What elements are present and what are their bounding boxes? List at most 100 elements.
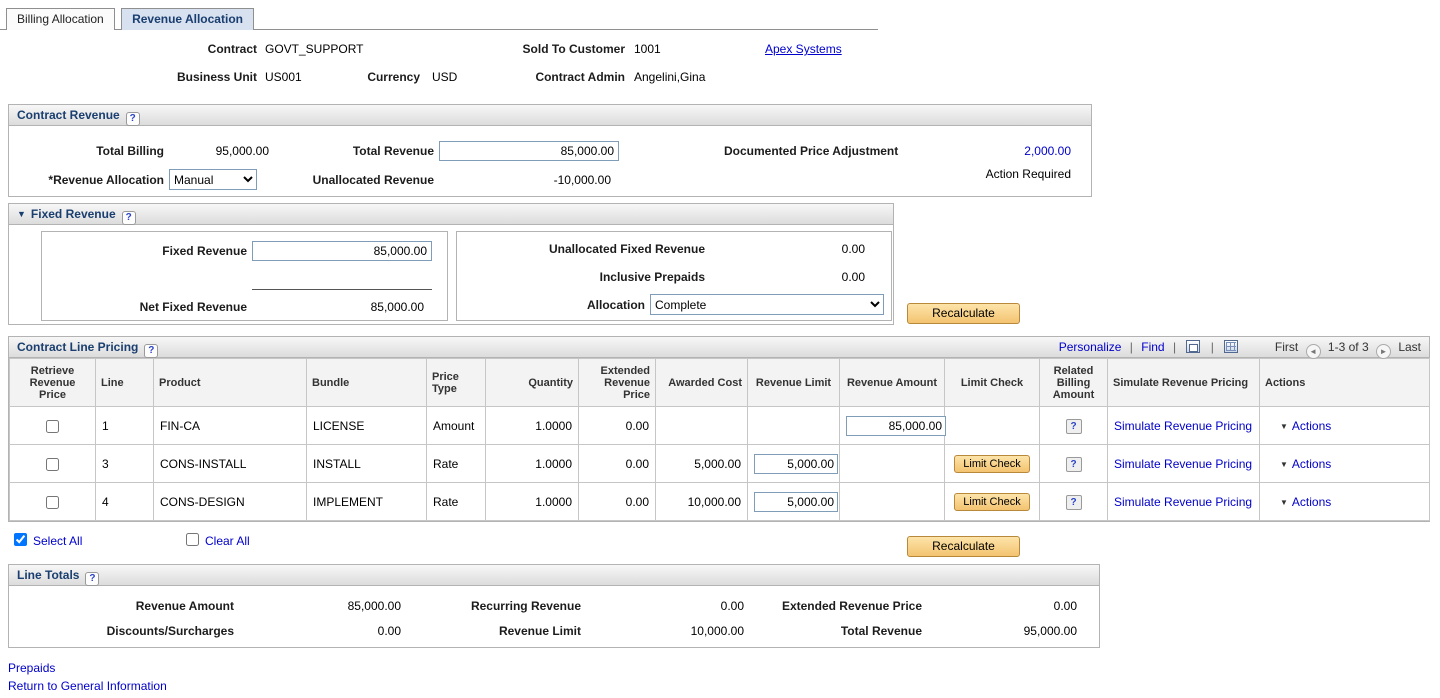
inclusive-prepaids-label: Inclusive Prepaids (599, 270, 705, 284)
cell-awarded-cost (655, 406, 748, 445)
select-all-checkbox[interactable] (14, 533, 27, 546)
actions-link[interactable]: Actions (1291, 418, 1332, 433)
col-header-related-billing-amount: Related Billing Amount (1039, 358, 1108, 407)
limit-check-button[interactable]: Limit Check (954, 454, 1030, 473)
sum-divider (252, 289, 432, 290)
fixed-revenue-input[interactable] (252, 241, 432, 261)
cell-extended-revenue-price: 0.00 (578, 406, 656, 445)
simulate-revenue-pricing-link[interactable]: Simulate Revenue Pricing (1114, 456, 1253, 471)
cell-bundle: LICENSE (306, 406, 427, 445)
lt-discounts-value: 0.00 (377, 624, 401, 638)
grid-toolbar: Personalize | Find | | First ◄ 1-3 of 3 … (1058, 337, 1421, 359)
row-select-checkbox[interactable] (46, 419, 59, 433)
tab-billing-allocation[interactable]: Billing Allocation (6, 8, 115, 30)
clear-all-checkbox[interactable] (186, 533, 199, 546)
allocation-select[interactable]: Complete (650, 294, 884, 315)
col-header-price-type: Price Type (426, 358, 486, 407)
cell-revenue-amount (839, 482, 945, 521)
previous-page-icon[interactable]: ◄ (1305, 344, 1321, 359)
find-link[interactable]: Find (1141, 340, 1165, 354)
table-row: 3 CONS-INSTALL INSTALL Rate 1.0000 0.00 … (9, 444, 1430, 483)
clear-all-link[interactable]: Clear All (205, 534, 250, 548)
line-pricing-table: Retrieve Revenue Price Line Product Bund… (9, 358, 1430, 521)
simulate-revenue-pricing-link[interactable]: Simulate Revenue Pricing (1114, 418, 1253, 433)
help-icon[interactable]: ? (125, 112, 140, 126)
sold-to-customer-value: 1001 (634, 42, 661, 56)
cell-price-type: Rate (426, 444, 486, 483)
help-icon[interactable]: ? (85, 572, 100, 586)
lt-extended-revenue-price-label: Extended Revenue Price (781, 599, 922, 613)
cell-line: 3 (95, 444, 154, 483)
toolbar-separator: | (1172, 340, 1177, 354)
revenue-amount-input[interactable] (846, 415, 946, 436)
total-revenue-input[interactable] (439, 141, 619, 161)
personalize-link[interactable]: Personalize (1058, 340, 1122, 354)
unallocated-box: Unallocated Fixed Revenue 0.00 Inclusive… (456, 231, 892, 321)
related-billing-amount-icon[interactable]: ? (1065, 494, 1082, 510)
actions-link[interactable]: Actions (1291, 494, 1332, 509)
customer-name-link[interactable]: Apex Systems (765, 42, 842, 56)
tab-revenue-allocation[interactable]: Revenue Allocation (121, 8, 254, 30)
cell-revenue-amount (839, 444, 945, 483)
total-billing-label: Total Billing (96, 144, 164, 158)
pager-last-label[interactable]: Last (1398, 340, 1421, 354)
cell-extended-revenue-price: 0.00 (578, 482, 656, 521)
prepaids-link[interactable]: Prepaids (8, 661, 56, 675)
simulate-revenue-pricing-link[interactable]: Simulate Revenue Pricing (1114, 494, 1253, 509)
next-page-icon[interactable]: ► (1375, 344, 1391, 359)
lt-recurring-revenue-label: Recurring Revenue (470, 599, 581, 613)
return-to-general-information-link[interactable]: Return to General Information (8, 679, 167, 693)
col-header-retrieve-revenue-price: Retrieve Revenue Price (9, 358, 96, 407)
recalculate-button-fixed[interactable]: Recalculate (907, 303, 1020, 324)
unallocated-revenue-value: -10,000.00 (553, 173, 611, 187)
currency-label: Currency (367, 70, 420, 84)
row-select-checkbox[interactable] (46, 457, 59, 471)
total-billing-value: 95,000.00 (215, 144, 269, 158)
view-all-popup-icon[interactable] (1186, 340, 1201, 353)
lt-extended-revenue-price-value: 0.00 (1053, 599, 1077, 613)
contract-revenue-title: Contract Revenue (17, 108, 120, 122)
help-icon[interactable]: ? (121, 211, 136, 225)
contract-revenue-header: Contract Revenue? (9, 105, 1091, 126)
pager-first-label[interactable]: First (1274, 340, 1299, 354)
line-totals-title: Line Totals (17, 568, 80, 582)
row-select-checkbox[interactable] (46, 495, 59, 509)
sold-to-customer-label: Sold To Customer (522, 42, 625, 56)
revenue-allocation-label: *Revenue Allocation (48, 173, 164, 187)
download-grid-icon[interactable] (1224, 340, 1239, 353)
col-header-bundle: Bundle (306, 358, 427, 407)
revenue-allocation-select[interactable]: Manual (169, 169, 257, 190)
fixed-revenue-title: Fixed Revenue (30, 207, 116, 221)
pager-range: 1-3 of 3 (1327, 340, 1369, 354)
col-header-quantity: Quantity (485, 358, 579, 407)
currency-value: USD (432, 70, 458, 84)
documented-price-adjustment-link[interactable]: 2,000.00 (1024, 144, 1071, 158)
revenue-limit-input[interactable] (754, 491, 838, 512)
actions-caret-icon: ▼ (1280, 421, 1288, 431)
cell-product: CONS-DESIGN (153, 482, 307, 521)
recalculate-button-lines[interactable]: Recalculate (907, 536, 1020, 557)
revenue-limit-input[interactable] (754, 453, 838, 474)
select-all-link[interactable]: Select All (33, 534, 83, 548)
allocation-label: Allocation (586, 298, 645, 312)
collapse-triangle-icon[interactable]: ▼ (17, 209, 26, 219)
contract-line-pricing-title: Contract Line Pricing (17, 340, 139, 354)
contract-value: GOVT_SUPPORT (265, 42, 364, 56)
col-header-awarded-cost: Awarded Cost (655, 358, 748, 407)
col-header-limit-check: Limit Check (944, 358, 1040, 407)
limit-check-button[interactable]: Limit Check (954, 492, 1030, 511)
col-header-revenue-limit: Revenue Limit (747, 358, 840, 407)
unallocated-fixed-revenue-label: Unallocated Fixed Revenue (548, 242, 705, 256)
help-icon[interactable]: ? (144, 344, 159, 358)
related-billing-amount-icon[interactable]: ? (1065, 418, 1082, 434)
toolbar-separator: | (1210, 340, 1214, 354)
documented-price-adjustment-label: Documented Price Adjustment (724, 144, 899, 158)
cell-quantity: 1.0000 (485, 406, 579, 445)
actions-link[interactable]: Actions (1291, 456, 1332, 471)
col-header-line: Line (95, 358, 154, 407)
unallocated-fixed-revenue-value: 0.00 (841, 242, 865, 256)
actions-caret-icon: ▼ (1280, 459, 1288, 469)
cell-price-type: Rate (426, 482, 486, 521)
related-billing-amount-icon[interactable]: ? (1065, 456, 1082, 472)
